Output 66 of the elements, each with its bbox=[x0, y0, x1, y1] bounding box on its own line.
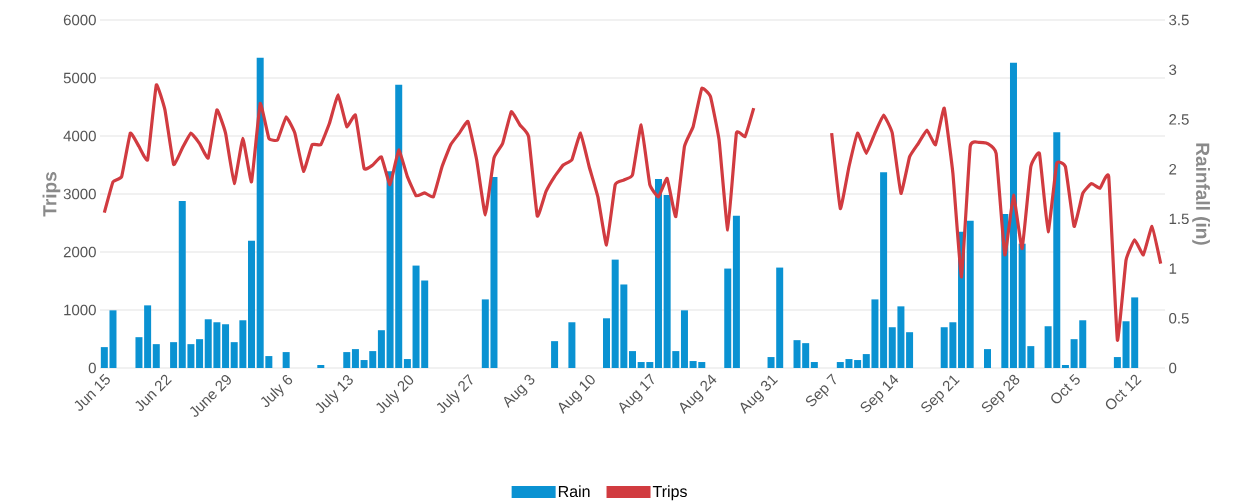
legend-label: Trips bbox=[652, 485, 687, 501]
y2-tick-label: 3.5 bbox=[1169, 14, 1189, 26]
bar bbox=[880, 172, 888, 368]
x-tick-label: Aug 24 bbox=[679, 374, 717, 414]
x-tick-label: Sep 14 bbox=[860, 374, 899, 413]
bar bbox=[568, 322, 576, 368]
bar bbox=[680, 310, 688, 368]
bar bbox=[152, 344, 160, 368]
bar bbox=[810, 362, 818, 368]
y-tick-label: 2000 bbox=[63, 246, 96, 258]
bar bbox=[351, 349, 359, 368]
x-tick-label: Aug 31 bbox=[740, 375, 778, 414]
y-tick-label: 5000 bbox=[63, 72, 96, 84]
x-tick-label: Jun 22 bbox=[135, 374, 172, 411]
bar bbox=[1009, 62, 1017, 368]
bar bbox=[1113, 357, 1121, 368]
bar bbox=[724, 268, 732, 368]
y2-tick-label: 1 bbox=[1169, 263, 1177, 274]
bar bbox=[551, 341, 559, 368]
bar bbox=[629, 351, 636, 368]
legend-label: Rain bbox=[558, 485, 590, 498]
bar bbox=[377, 330, 385, 368]
x-tick-label: Jun 15 bbox=[74, 373, 110, 411]
bar bbox=[1061, 365, 1069, 368]
x-tick-label: July 20 bbox=[376, 375, 414, 413]
bar bbox=[135, 337, 143, 368]
y-tick-label: 6000 bbox=[63, 14, 96, 26]
y-tick-label: 4000 bbox=[63, 130, 96, 142]
bar bbox=[317, 365, 325, 368]
y2-tick-label: 0 bbox=[1169, 362, 1177, 374]
bar bbox=[282, 352, 290, 368]
bar bbox=[144, 305, 152, 368]
y2-tick-label: 1.5 bbox=[1169, 213, 1189, 225]
y-tick-label: 1000 bbox=[64, 304, 96, 316]
x-tick-label: Aug 10 bbox=[558, 374, 595, 414]
x-tick-label: Sep 7 bbox=[805, 373, 837, 407]
y2-tick-label: 3 bbox=[1169, 64, 1177, 76]
y2-tick-label: 2.5 bbox=[1169, 114, 1189, 125]
bar bbox=[222, 324, 230, 368]
x-tick-label: July 27 bbox=[436, 373, 473, 413]
bar bbox=[906, 332, 914, 368]
y-axis-title: Trips bbox=[42, 172, 61, 217]
bar bbox=[196, 339, 204, 368]
x-tick-label: July 13 bbox=[315, 375, 353, 413]
y2-tick-label: 0.5 bbox=[1169, 312, 1189, 324]
x-tick-label: Aug 17 bbox=[619, 373, 655, 414]
x-tick-label: Oct 12 bbox=[1105, 374, 1142, 410]
y-tick-label: 3000 bbox=[63, 188, 96, 200]
x-tick-label: Oct 5 bbox=[1051, 373, 1080, 404]
bar bbox=[732, 215, 740, 368]
bar bbox=[984, 349, 992, 368]
y-tick-label: 0 bbox=[88, 362, 96, 374]
bar bbox=[603, 318, 611, 368]
bar bbox=[248, 240, 256, 368]
x-tick-label: Aug 3 bbox=[503, 374, 535, 409]
bar bbox=[654, 179, 662, 368]
y2-axis-title: Rainfall (in) bbox=[1192, 143, 1210, 245]
x-tick-label: July 6 bbox=[260, 375, 293, 408]
x-tick-label: Sep 28 bbox=[981, 374, 1020, 413]
x-tick-label: Sep 21 bbox=[921, 375, 960, 413]
bar bbox=[966, 220, 974, 368]
bar bbox=[403, 359, 411, 368]
bar bbox=[170, 342, 178, 368]
bar bbox=[343, 352, 351, 368]
bar bbox=[854, 360, 862, 368]
y2-tick-label: 2 bbox=[1169, 163, 1177, 175]
